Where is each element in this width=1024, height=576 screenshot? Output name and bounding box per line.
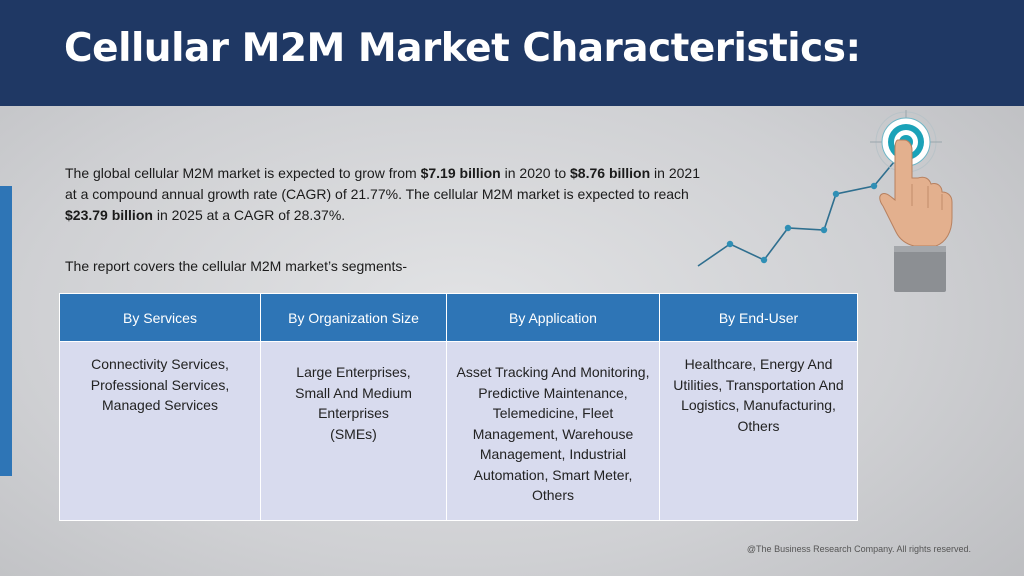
header-by-services: By Services — [59, 293, 261, 342]
page-title: Cellular M2M Market Characteristics: — [64, 26, 861, 71]
copyright-footer: @The Business Research Company. All righ… — [746, 544, 971, 554]
header-by-organization-size: By Organization Size — [260, 293, 447, 342]
cell-application: Asset Tracking And Monitoring, Predictiv… — [446, 341, 660, 521]
table-row: Connectivity Services, Professional Serv… — [59, 341, 858, 521]
intro-text: The global cellular M2M market is expect… — [65, 165, 421, 181]
cell-end-user: Healthcare, Energy And Utilities, Transp… — [659, 341, 858, 521]
intro-value-2020: $7.19 billion — [420, 165, 501, 181]
intro-value-2025: $23.79 billion — [65, 207, 153, 223]
header-by-end-user: By End-User — [659, 293, 858, 342]
intro-paragraph: The global cellular M2M market is expect… — [65, 163, 705, 226]
intro-text: in 2025 at a CAGR of 28.37%. — [152, 207, 346, 223]
growth-target-illustration — [697, 110, 953, 292]
segments-note: The report covers the cellular M2M marke… — [65, 258, 408, 274]
intro-text: in 2020 to — [500, 165, 571, 181]
cell-services: Connectivity Services, Professional Serv… — [59, 341, 261, 521]
side-accent-bar — [0, 186, 12, 476]
growth-line-icon — [697, 149, 905, 267]
segments-table: By Services By Organization Size By Appl… — [59, 293, 858, 521]
cell-organization-size: Large Enterprises, Small And Medium Ente… — [260, 341, 447, 521]
intro-text: in 2021 at a compound annual growth rate… — [65, 165, 700, 202]
intro-value-2021: $8.76 billion — [570, 165, 651, 181]
header-bar: Cellular M2M Market Characteristics: — [0, 0, 1024, 106]
table-header-row: By Services By Organization Size By Appl… — [59, 293, 858, 342]
header-by-application: By Application — [446, 293, 660, 342]
pointing-hand-icon — [879, 139, 953, 292]
